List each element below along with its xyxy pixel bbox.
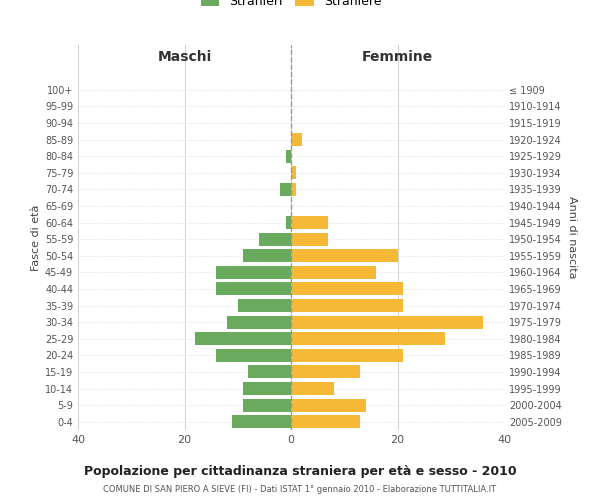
Bar	[291, 382, 334, 395]
Y-axis label: Fasce di età: Fasce di età	[31, 204, 41, 270]
Bar	[286, 216, 291, 229]
Bar	[238, 299, 291, 312]
Bar	[232, 415, 291, 428]
Bar	[259, 232, 291, 245]
Bar	[291, 366, 360, 378]
Bar	[280, 183, 291, 196]
Bar	[248, 366, 291, 378]
Bar	[291, 282, 403, 296]
Bar	[243, 250, 291, 262]
Legend: Stranieri, Straniere: Stranieri, Straniere	[196, 0, 386, 12]
Bar	[217, 266, 291, 279]
Y-axis label: Anni di nascita: Anni di nascita	[567, 196, 577, 279]
Bar	[291, 316, 483, 328]
Bar	[291, 133, 302, 146]
Bar	[243, 398, 291, 411]
Bar	[243, 382, 291, 395]
Bar	[217, 349, 291, 362]
Bar	[291, 232, 328, 245]
Bar	[291, 299, 403, 312]
Bar	[291, 183, 296, 196]
Text: Popolazione per cittadinanza straniera per età e sesso - 2010: Popolazione per cittadinanza straniera p…	[83, 465, 517, 478]
Bar	[291, 415, 360, 428]
Bar	[291, 266, 376, 279]
Bar	[291, 250, 398, 262]
Bar	[291, 216, 328, 229]
Bar	[291, 349, 403, 362]
Text: Femmine: Femmine	[362, 50, 433, 64]
Bar	[291, 332, 445, 345]
Bar	[195, 332, 291, 345]
Bar	[217, 282, 291, 296]
Text: Maschi: Maschi	[157, 50, 212, 64]
Bar	[286, 150, 291, 162]
Text: COMUNE DI SAN PIERO A SIEVE (FI) - Dati ISTAT 1° gennaio 2010 - Elaborazione TUT: COMUNE DI SAN PIERO A SIEVE (FI) - Dati …	[103, 485, 497, 494]
Bar	[227, 316, 291, 328]
Bar	[291, 166, 296, 179]
Bar	[291, 398, 365, 411]
